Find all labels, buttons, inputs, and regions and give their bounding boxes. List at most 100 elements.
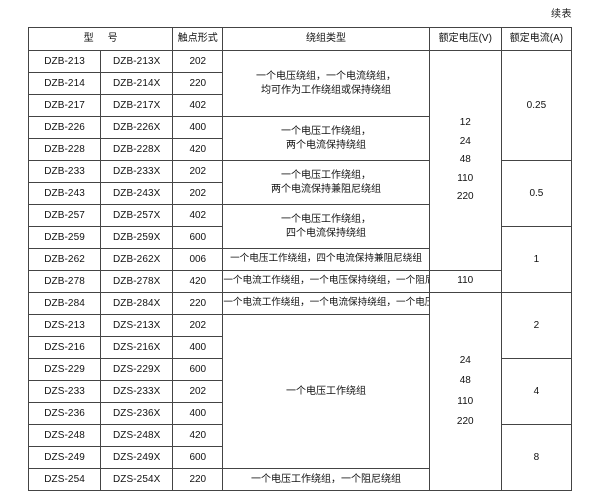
cell-model-primary: DZB-278	[27, 270, 102, 293]
winding-type-line: 一个电流工作绕组，一个电流保持绕组，一个电压保持绕组	[223, 297, 428, 309]
winding-type-line: 一个电压工作绕组，	[281, 126, 372, 137]
cell-model-primary: DZS-229	[27, 358, 102, 381]
header-model-suffix: 号	[107, 33, 118, 45]
cell-rated-current: 0.5	[500, 160, 573, 227]
cell-model-variant: DZB-262X	[100, 248, 174, 271]
winding-type-line: 均可作为工作绕组或保持绕组	[261, 84, 392, 96]
cell-model-variant: DZS-229X	[100, 358, 174, 381]
cell-rated-voltage: 24 48 110 220	[428, 292, 502, 491]
winding-type-line: 一个电压工作绕组，四个电流保持兼阻尼绕组	[230, 253, 422, 265]
header-row: 型号 触点形式 绕组类型 额定电压(V) 额定电流(A)	[27, 27, 573, 51]
table-row: DZB-262 DZB-262X 006 一个电压工作绕组，四个电流保持兼阻尼绕组	[27, 248, 572, 271]
table-row: DZB-213 DZB-213X 202 一个电压绕组，一个电流绕组， 均可作为工作绕组…	[27, 50, 573, 271]
table-row: DZB-233 DZB-233X 202 一个电压工作绕组， 两个电流保持兼阻尼绕组 0.…	[27, 160, 573, 227]
cell-model-primary: DZS-236	[27, 402, 102, 425]
table-row: DZB-284DZB-284X220一个电流工作绕组，一个电流保持绕组，一个电压…	[27, 292, 573, 491]
cell-model-primary: DZS-249	[27, 446, 102, 469]
cell-rated-voltage: 12 24 48 110 220	[428, 50, 502, 271]
cell-rated-current: 2	[500, 292, 573, 359]
cell-winding-type: 一个电压工作绕组， 两个电流保持绕组	[222, 116, 430, 161]
cell-contact-form: 600	[172, 226, 224, 249]
current-value-stack: 8	[502, 445, 570, 471]
cell-model-variant: DZB-226X	[100, 116, 174, 139]
header-rated-current: 额定电流(A)	[500, 27, 573, 51]
cell-contact-form: 420	[172, 424, 224, 447]
header-rated-voltage: 额定电压(V)	[428, 27, 502, 51]
voltage-value: 48	[459, 375, 471, 386]
cell-contact-form: 006	[172, 248, 224, 271]
voltage-value: 220	[456, 191, 474, 203]
cell-model-variant: DZB-284X	[100, 292, 174, 315]
winding-type-line: 一个电压工作绕组，	[281, 214, 372, 225]
voltage-value: 48	[459, 154, 471, 166]
cell-contact-form: 220	[172, 292, 224, 315]
cell-winding-type: 一个电压工作绕组，一个阻尼绕组	[222, 468, 430, 491]
table-row: DZB-226 DZB-226X 400 一个电压工作绕组， 两个电流保持绕组	[27, 116, 572, 161]
table-row: DZS-233 DZS-233X 202	[27, 380, 572, 403]
voltage-value: 110	[457, 275, 474, 287]
cell-contact-form: 400	[172, 116, 224, 139]
cell-contact-form: 400	[172, 336, 224, 359]
table-row: DZB-259 DZB-259X 600 1	[27, 226, 573, 293]
current-value: 8	[533, 451, 540, 463]
winding-type-line: 一个电压工作绕组，	[281, 170, 372, 181]
voltage-value: 220	[456, 416, 474, 427]
cell-model-primary: DZS-213	[27, 314, 102, 337]
table-row: DZB-278DZB-278X420一个电流工作绕组，一个电压保持绕组，一个阻尼…	[27, 270, 572, 293]
cell-model-variant: DZB-243X	[100, 182, 174, 205]
voltage-value-stack: 12 24 48 110 220	[430, 114, 500, 207]
table-row: DZB-214 DZB-214X 220	[27, 72, 572, 95]
cell-contact-form: 402	[172, 204, 224, 227]
cell-model-variant: DZS-249X	[100, 446, 174, 469]
cell-model-variant: DZB-233X	[100, 160, 174, 183]
cell-rated-current: 8	[500, 424, 573, 491]
cell-contact-form: 402	[172, 94, 224, 117]
cell-contact-form: 420	[172, 138, 224, 161]
voltage-value: 110	[457, 395, 474, 407]
voltage-value-stack: 24 48 110 220	[430, 351, 500, 433]
header-winding-type: 绕组类型	[222, 27, 430, 51]
cell-model-primary: DZB-243	[27, 182, 102, 205]
cell-model-primary: DZB-257	[27, 204, 102, 227]
cell-model-primary: DZB-259	[27, 226, 102, 249]
winding-type-line: 一个电压工作绕组，一个阻尼绕组	[251, 473, 402, 485]
cell-contact-form: 600	[172, 358, 224, 381]
cell-contact-form: 202	[172, 314, 224, 337]
table-page: 续表 型号 触点形式 绕组类型 额定电压(V) 额定电流(A) DZB-213 D…	[27, 9, 573, 491]
table-row: DZS-216 DZS-216X 400	[27, 336, 572, 359]
winding-type-line: 两个电流保持兼阻尼绕组	[271, 183, 382, 195]
cell-contact-form: 202	[172, 380, 224, 403]
current-value: 4	[533, 385, 540, 397]
cell-model-variant: DZB-259X	[100, 226, 174, 249]
cell-model-primary: DZB-233	[27, 160, 102, 183]
cell-winding-type: 一个电压工作绕组， 两个电流保持兼阻尼绕组	[222, 160, 430, 205]
table-row: DZB-243 DZB-243X 202	[27, 182, 572, 205]
current-value: 0.25	[526, 99, 547, 111]
cell-model-variant: DZB-217X	[100, 94, 174, 117]
voltage-value: 24	[459, 354, 471, 366]
table-row: DZB-257 DZB-257X 402 一个电压工作绕组， 四个电流保持绕组	[27, 204, 572, 249]
cell-model-variant: DZS-248X	[100, 424, 174, 447]
winding-type-line: 两个电流保持绕组	[286, 139, 367, 151]
voltage-value: 12	[459, 117, 471, 129]
cell-model-variant: DZB-257X	[100, 204, 174, 227]
cell-model-primary: DZB-226	[27, 116, 102, 139]
voltage-value-stack: 110	[430, 272, 500, 292]
current-value: 0.5	[529, 187, 544, 199]
cell-rated-current: 0.25	[500, 50, 573, 161]
cell-model-variant: DZS-213X	[100, 314, 174, 337]
header-model: 型号	[27, 27, 174, 51]
cell-model-primary: DZB-217	[27, 94, 102, 117]
winding-type-line: 一个电压绕组，一个电流绕组，	[256, 71, 397, 82]
cell-rated-current: 4	[500, 358, 573, 425]
current-value-stack: 0.5	[502, 181, 570, 207]
current-value-stack: 2	[502, 313, 570, 339]
cell-contact-form: 202	[172, 182, 224, 205]
cell-model-primary: DZB-213	[27, 50, 102, 73]
header-model-prefix: 型	[83, 33, 94, 45]
current-value-stack: 1	[502, 247, 570, 273]
winding-type-line: 一个电压工作绕组	[286, 385, 367, 397]
current-value: 2	[533, 319, 540, 331]
cell-model-primary: DZB-262	[27, 248, 102, 271]
cell-contact-form: 420	[172, 270, 224, 293]
